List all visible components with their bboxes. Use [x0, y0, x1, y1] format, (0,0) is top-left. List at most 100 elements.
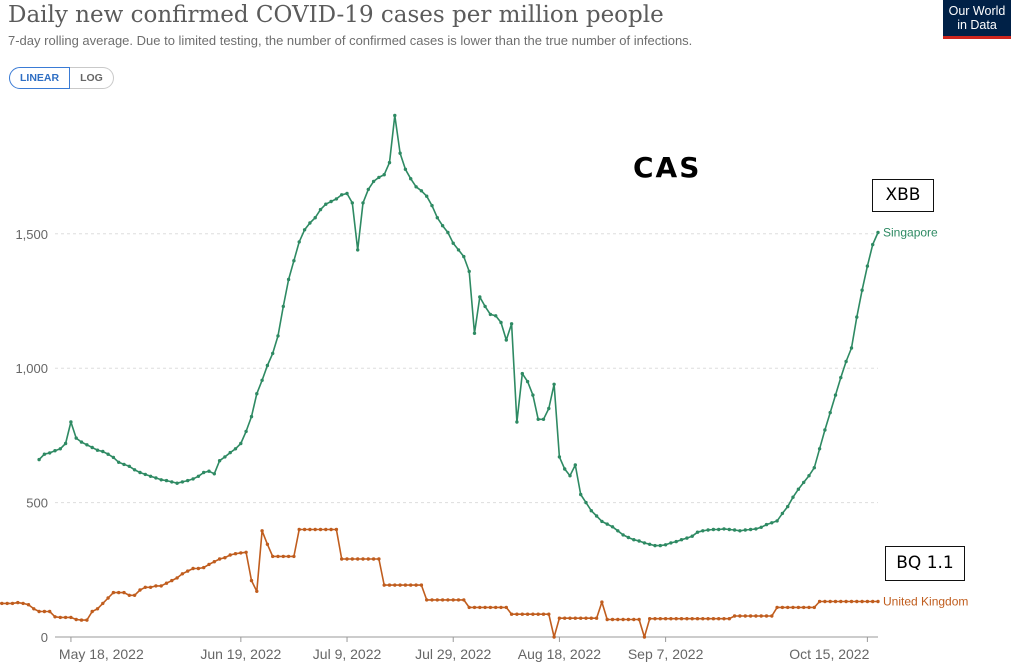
data-point-united-kingdom [812, 605, 816, 610]
data-point-united-kingdom [249, 578, 254, 583]
data-point-united-kingdom [764, 614, 769, 618]
data-point-singapore [292, 259, 296, 263]
data-point-singapore [79, 440, 84, 444]
data-point-singapore [865, 264, 870, 268]
chart-subtitle: 7-day rolling average. Due to limited te… [8, 33, 693, 48]
data-point-singapore [255, 392, 259, 396]
data-point-singapore [738, 529, 742, 533]
data-point-united-kingdom [632, 617, 636, 622]
data-point-united-kingdom [568, 616, 572, 620]
data-point-united-kingdom [775, 605, 779, 610]
x-tick-label: Jul 9, 2022 [313, 646, 382, 662]
data-point-singapore [462, 254, 466, 259]
data-point-singapore [456, 248, 461, 252]
data-point-united-kingdom [324, 527, 328, 532]
data-point-singapore [382, 173, 386, 177]
data-point-united-kingdom [435, 598, 439, 602]
linear-scale-button[interactable]: LINEAR [9, 67, 71, 89]
annotation-cas: CAS [633, 151, 702, 184]
data-point-united-kingdom [350, 557, 354, 561]
data-point-singapore [334, 197, 339, 201]
data-point-united-kingdom [616, 617, 620, 622]
data-point-singapore [775, 519, 779, 523]
data-point-united-kingdom [860, 599, 864, 604]
data-point-united-kingdom [334, 527, 339, 532]
data-point-united-kingdom [117, 590, 121, 595]
data-point-united-kingdom [101, 601, 105, 606]
data-point-singapore [350, 201, 354, 205]
data-point-united-kingdom [817, 599, 822, 604]
data-point-singapore [701, 529, 705, 533]
y-tick-label: 1,000 [15, 361, 48, 376]
x-tick-label: Jul 29, 2022 [415, 646, 491, 662]
data-point-singapore [371, 179, 376, 184]
data-point-united-kingdom [690, 617, 694, 621]
data-point-singapore [58, 447, 62, 451]
data-point-singapore [637, 539, 641, 543]
data-point-singapore [621, 533, 625, 537]
data-point-singapore [531, 393, 535, 397]
data-point-united-kingdom [541, 612, 546, 616]
data-point-united-kingdom [679, 617, 684, 621]
data-point-singapore [695, 530, 700, 534]
data-point-united-kingdom [143, 585, 147, 589]
data-point-singapore [106, 452, 110, 456]
data-point-singapore [504, 338, 508, 342]
data-point-singapore [626, 535, 631, 540]
data-point-singapore [478, 295, 482, 299]
data-point-singapore [573, 463, 577, 467]
data-point-singapore [419, 189, 424, 193]
data-point-singapore [786, 504, 790, 509]
data-point-united-kingdom [69, 615, 73, 620]
data-point-united-kingdom [855, 599, 859, 604]
data-point-singapore [377, 175, 381, 180]
data-point-singapore [37, 457, 41, 462]
data-point-singapore [839, 375, 843, 380]
series-label-singapore: Singapore [883, 225, 938, 239]
data-point-singapore [164, 478, 169, 483]
data-point-united-kingdom [382, 583, 386, 587]
data-point-singapore [207, 469, 211, 473]
data-point-united-kingdom [717, 617, 721, 621]
data-point-united-kingdom [594, 616, 599, 620]
data-point-singapore [122, 462, 126, 467]
owid-logo[interactable]: Our World in Data [943, 0, 1011, 39]
data-point-singapore [356, 248, 360, 252]
data-point-united-kingdom [579, 616, 583, 620]
data-point-united-kingdom [425, 598, 429, 602]
data-point-united-kingdom [79, 618, 84, 622]
data-point-singapore [817, 447, 822, 451]
log-scale-button[interactable]: LOG [70, 67, 114, 89]
data-point-united-kingdom [706, 617, 710, 621]
data-point-singapore [653, 543, 657, 548]
data-point-singapore [260, 378, 264, 382]
data-point-united-kingdom [738, 614, 742, 618]
data-point-singapore [605, 522, 609, 526]
data-point-singapore [494, 314, 498, 318]
data-point-united-kingdom [430, 598, 434, 602]
data-point-united-kingdom [833, 599, 838, 604]
data-point-singapore [467, 269, 471, 274]
data-point-singapore [690, 534, 694, 538]
data-point-united-kingdom [393, 583, 397, 587]
data-point-singapore [196, 474, 201, 478]
data-point-singapore [807, 474, 811, 478]
data-point-united-kingdom [642, 635, 647, 639]
data-point-united-kingdom [791, 605, 795, 610]
data-point-singapore [509, 322, 514, 326]
data-point-singapore [318, 207, 323, 212]
data-point-united-kingdom [10, 601, 15, 606]
data-point-singapore [483, 304, 487, 309]
data-point-singapore [743, 528, 747, 532]
data-point-united-kingdom [669, 617, 673, 621]
data-point-singapore [239, 441, 243, 446]
data-point-united-kingdom [387, 583, 392, 587]
data-point-united-kingdom [318, 527, 323, 532]
data-point-singapore [202, 470, 206, 475]
data-point-united-kingdom [807, 605, 811, 610]
data-point-singapore [706, 528, 710, 532]
data-point-united-kingdom [472, 605, 477, 610]
data-point-united-kingdom [865, 599, 870, 604]
data-point-singapore [127, 464, 131, 468]
data-point-united-kingdom [409, 583, 413, 587]
